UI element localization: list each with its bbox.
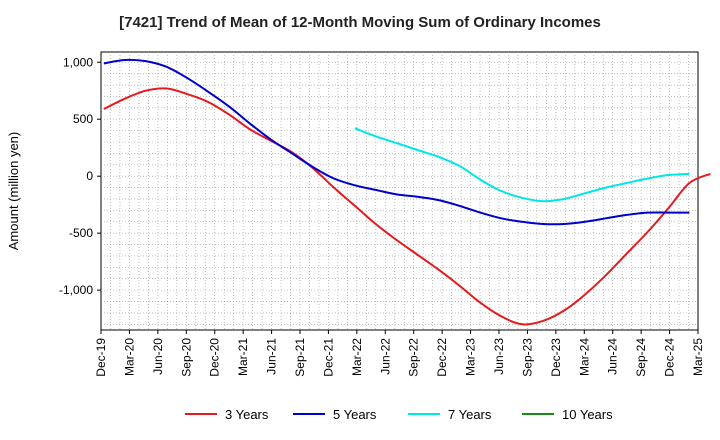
x-tick-label: Jun-22 — [378, 338, 392, 375]
y-tick-label: -500 — [69, 226, 93, 240]
plot-frame — [100, 51, 699, 331]
x-tick-label: Sep-23 — [520, 338, 534, 377]
x-tick-label: Dec-24 — [663, 338, 677, 377]
x-tick-label: Dec-19 — [94, 338, 108, 377]
y-tick-label: 500 — [73, 112, 93, 126]
x-tick-label: Dec-23 — [549, 338, 563, 377]
x-tick-label: Mar-22 — [350, 338, 364, 376]
x-tick-label: Mar-25 — [691, 338, 705, 376]
x-tick-label: Jun-21 — [265, 338, 279, 375]
legend-label-5-years: 5 Years — [333, 407, 377, 422]
series-line-7-years — [354, 127, 690, 203]
legend-label-3-years: 3 Years — [225, 407, 269, 422]
x-tick-label: Dec-21 — [321, 338, 335, 377]
x-tick-label: Mar-24 — [577, 338, 591, 376]
legend-label-10-years: 10 Years — [562, 407, 613, 422]
x-tick-label: Dec-22 — [435, 338, 449, 377]
x-tick-label: Sep-21 — [293, 338, 307, 377]
x-tick-label: Mar-20 — [122, 338, 136, 376]
x-tick-label: Mar-23 — [464, 338, 478, 376]
y-tick-label: -1,000 — [59, 283, 93, 297]
x-tick-label: Jun-20 — [151, 338, 165, 375]
y-axis-label: Amount (million yen) — [6, 132, 21, 251]
x-tick-label: Sep-22 — [407, 338, 421, 377]
x-tick-label: Sep-24 — [634, 338, 648, 377]
y-tick-label: 0 — [86, 169, 93, 183]
series-line-3-years — [103, 87, 711, 326]
legend-label-7-years: 7 Years — [448, 407, 492, 422]
series-line-5-years — [103, 58, 690, 226]
y-tick-label: 1,000 — [63, 55, 93, 69]
x-tick-label: Sep-20 — [179, 338, 193, 377]
x-tick-label: Jun-23 — [492, 338, 506, 375]
x-tick-label: Dec-20 — [208, 338, 222, 377]
x-tick-label: Mar-21 — [236, 338, 250, 376]
chart-title: [7421] Trend of Mean of 12-Month Moving … — [119, 14, 601, 31]
x-tick-label: Jun-24 — [606, 338, 620, 375]
